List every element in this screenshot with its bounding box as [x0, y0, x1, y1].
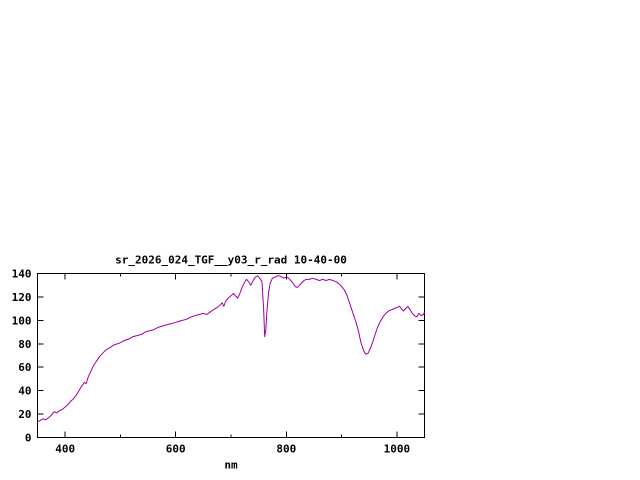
- plot-border: [37, 273, 425, 438]
- y-tick-label: 40: [18, 385, 31, 398]
- x-tick-label: 1000: [384, 443, 411, 456]
- x-tick-label: 800: [276, 443, 296, 456]
- y-tick-label: 100: [12, 314, 32, 327]
- y-tick-label: 20: [18, 408, 31, 421]
- chart-title: sr_2026_024_TGF__y03_r_rad 10-40-00: [115, 254, 347, 267]
- y-tick-label: 140: [12, 268, 32, 281]
- y-tick-label: 80: [18, 338, 31, 351]
- x-tick-label: 400: [55, 443, 75, 456]
- y-tick-label: 120: [12, 291, 32, 304]
- y-tick-label: 60: [18, 361, 31, 374]
- series-line: [37, 275, 425, 423]
- x-axis-label: nm: [224, 459, 238, 472]
- x-tick-label: 600: [166, 443, 186, 456]
- y-tick-label: 0: [25, 432, 32, 445]
